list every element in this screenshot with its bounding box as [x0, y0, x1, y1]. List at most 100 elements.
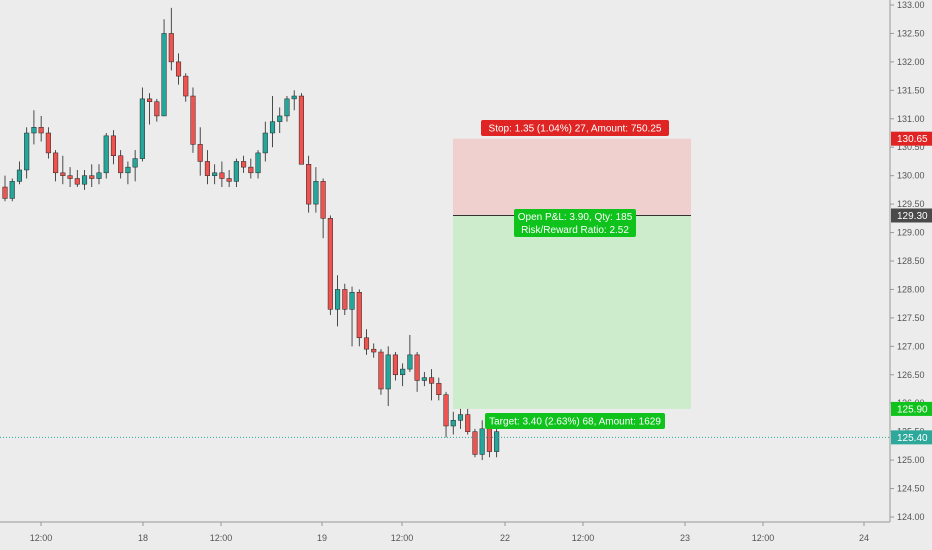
- candle-body: [190, 95, 196, 145]
- candle-body: [363, 337, 370, 350]
- candle-body: [465, 414, 471, 432]
- candle: [277, 107, 283, 133]
- y-tick-label: 124.50: [897, 484, 925, 494]
- candle: [248, 158, 254, 179]
- candle-body: [472, 431, 478, 455]
- candle-body: [241, 161, 247, 168]
- price-badge: 129.30: [891, 208, 932, 223]
- candle-body: [385, 354, 391, 390]
- candle: [255, 150, 261, 179]
- candle-body: [161, 33, 167, 117]
- candle-body: [125, 166, 131, 174]
- candle-body: [45, 132, 51, 154]
- candle: [197, 127, 203, 176]
- y-tick-label: 130.00: [897, 171, 925, 181]
- candle-body: [110, 135, 117, 157]
- candle: [291, 90, 297, 111]
- candle: [53, 150, 59, 182]
- stop-label-text: Stop: 1.35 (1.04%) 27, Amount: 750.25: [489, 124, 662, 135]
- candle-body: [103, 135, 109, 174]
- x-tick-label: 12:00: [30, 533, 53, 543]
- stop-label-bg: [481, 120, 669, 136]
- y-tick-label: 131.50: [897, 85, 925, 95]
- candle: [385, 346, 391, 407]
- price-badge-text: 130.65: [897, 134, 928, 145]
- candle-body: [183, 75, 189, 97]
- candle: [450, 411, 456, 435]
- candle-body: [494, 431, 500, 452]
- candle-body: [118, 155, 124, 174]
- candle: [421, 371, 427, 387]
- candle: [60, 155, 66, 185]
- candle-body: [233, 161, 239, 182]
- candle: [24, 127, 30, 179]
- target-label-text: Target: 3.40 (2.63%) 68, Amount: 1629: [489, 417, 661, 428]
- candle-body: [436, 383, 442, 395]
- y-tick-label: 126.50: [897, 370, 925, 380]
- x-tick-label: 12:00: [391, 533, 414, 543]
- candle-body: [204, 161, 210, 176]
- candle-body: [320, 181, 326, 219]
- candle: [284, 96, 290, 122]
- x-tick-label: 19: [317, 533, 327, 543]
- target-label: Target: 3.40 (2.63%) 68, Amount: 1629: [485, 413, 665, 429]
- candle: [327, 215, 333, 316]
- candle: [306, 155, 312, 213]
- price-badge: 130.65: [891, 131, 932, 146]
- candle-body: [74, 178, 80, 185]
- candle: [342, 283, 348, 316]
- price-badge: 125.90: [891, 401, 932, 416]
- y-tick-label: 125.00: [897, 455, 925, 465]
- candle: [183, 73, 189, 102]
- candle-body: [24, 132, 30, 171]
- x-tick-label: 12:00: [210, 533, 233, 543]
- candle: [371, 343, 377, 358]
- candle-body: [154, 101, 160, 117]
- candle: [472, 428, 478, 458]
- y-tick-label: 129.00: [897, 228, 925, 238]
- candle: [269, 96, 276, 148]
- y-tick-label: 128.50: [897, 256, 925, 266]
- candle: [67, 167, 73, 188]
- candle: [16, 161, 23, 185]
- candle-body: [132, 158, 138, 168]
- pnl-label-line1: Open P&L: 3.90, Qty: 185: [518, 212, 633, 223]
- candle: [356, 289, 362, 347]
- y-tick-label: 132.50: [897, 28, 925, 38]
- candle-body: [219, 172, 225, 179]
- target-label-bg: [485, 413, 665, 429]
- candle: [132, 150, 138, 182]
- x-tick-label: 23: [680, 533, 690, 543]
- candle-body: [378, 351, 384, 390]
- candle: [436, 377, 442, 401]
- candle: [45, 127, 51, 159]
- candle-body: [457, 414, 464, 421]
- candle-body: [414, 354, 420, 381]
- stop-label: Stop: 1.35 (1.04%) 27, Amount: 750.25: [481, 120, 669, 136]
- candle-body: [81, 175, 88, 185]
- candle-body: [96, 172, 102, 179]
- price-badge-text: 125.90: [897, 404, 928, 415]
- candle-body: [349, 292, 355, 310]
- candle-body: [248, 166, 254, 174]
- candle-body: [306, 164, 312, 205]
- candle-body: [89, 175, 95, 179]
- target-zone: [453, 215, 691, 409]
- candle: [204, 150, 210, 185]
- candle: [154, 98, 160, 122]
- candle-body: [60, 172, 66, 176]
- y-tick-label: 132.00: [897, 57, 925, 67]
- x-tick-label: 22: [500, 533, 510, 543]
- y-tick-label: 129.50: [897, 199, 925, 209]
- candle: [9, 178, 15, 202]
- candle: [139, 87, 145, 162]
- candle: [457, 408, 464, 429]
- candle: [465, 408, 471, 435]
- candle: [233, 158, 239, 188]
- y-tick-label: 124.00: [897, 512, 925, 522]
- candle: [31, 110, 37, 145]
- candle-body: [421, 377, 427, 381]
